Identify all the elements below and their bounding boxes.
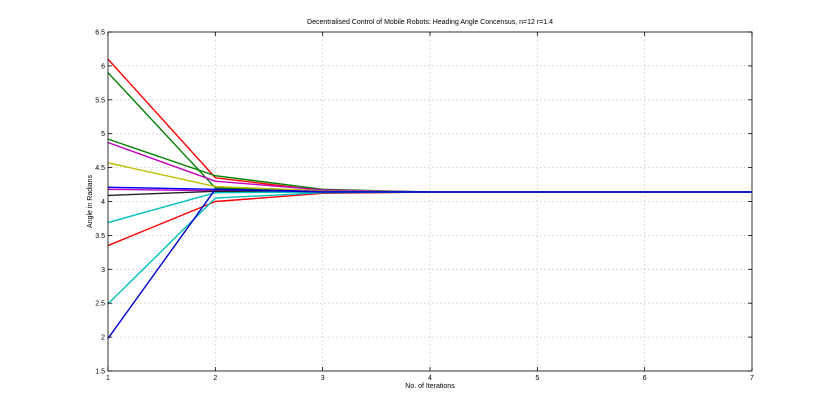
series-line-12 [107, 188, 752, 339]
y-tick-label: 5 [101, 131, 105, 138]
y-tick-label: 6.5 [95, 30, 105, 37]
series-layer [107, 58, 752, 339]
y-tick-label: 3 [101, 267, 105, 274]
grid-layer [108, 32, 752, 371]
tick-layer: 1 2 3 4 5 6 7 1.5 2 2.5 3 3.5 4 4.5 5 5.5 6 6.5 [95, 30, 754, 383]
y-tick-label: 1.5 [95, 369, 105, 376]
x-tick-label: 7 [750, 375, 754, 382]
y-tick-label: 5.5 [95, 97, 105, 104]
x-tick-label: 6 [643, 375, 647, 382]
y-tick-label: 2.5 [95, 301, 105, 308]
y-tick-label: 2 [101, 335, 105, 342]
chart-title: Decentralised Control of Mobile Robots: … [307, 19, 553, 26]
y-tick-label: 4.5 [95, 165, 105, 172]
y-axis-label: Angle in Radians [87, 175, 94, 228]
x-tick-label: 3 [321, 375, 325, 382]
x-tick-label: 5 [535, 375, 539, 382]
x-tick-label: 1 [106, 375, 110, 382]
y-tick-label: 3.5 [95, 233, 105, 240]
x-tick-label: 2 [213, 375, 217, 382]
y-tick-label: 4 [101, 199, 105, 206]
x-tick-label: 4 [428, 375, 432, 382]
y-tick-label: 6 [101, 63, 105, 70]
x-axis-label: No. of Iterations [405, 383, 455, 390]
